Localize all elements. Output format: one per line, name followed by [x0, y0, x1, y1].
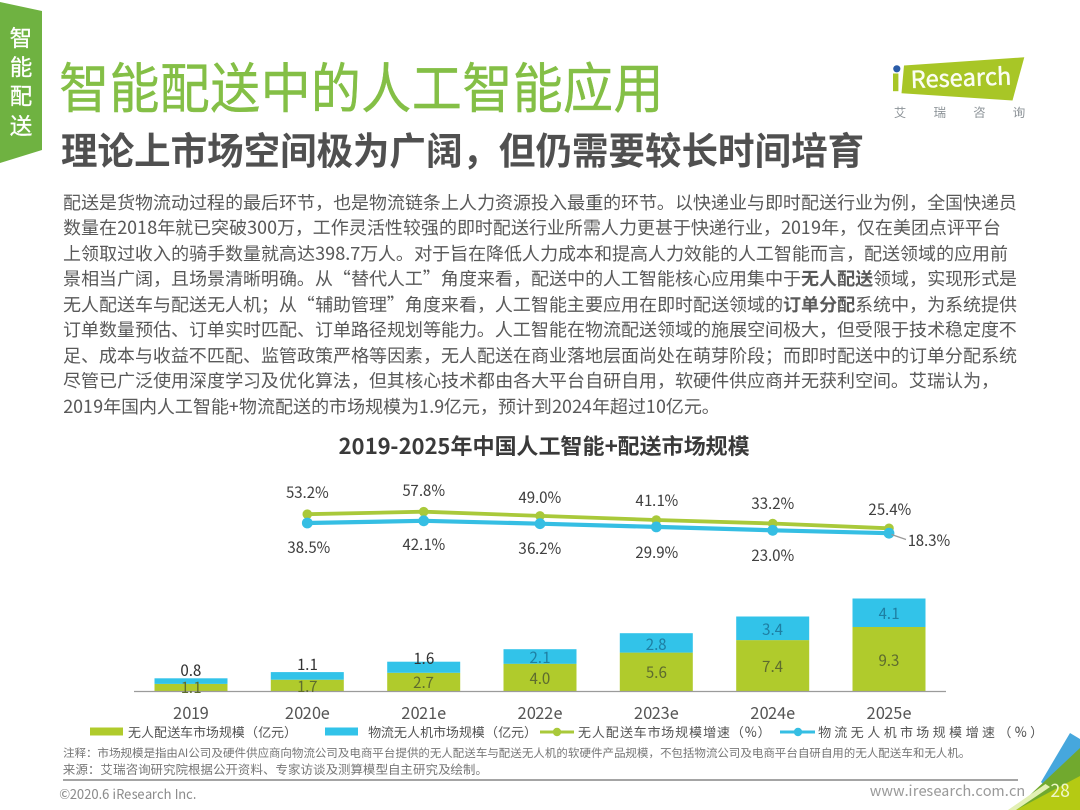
- svg-text:Research: Research: [910, 58, 1012, 95]
